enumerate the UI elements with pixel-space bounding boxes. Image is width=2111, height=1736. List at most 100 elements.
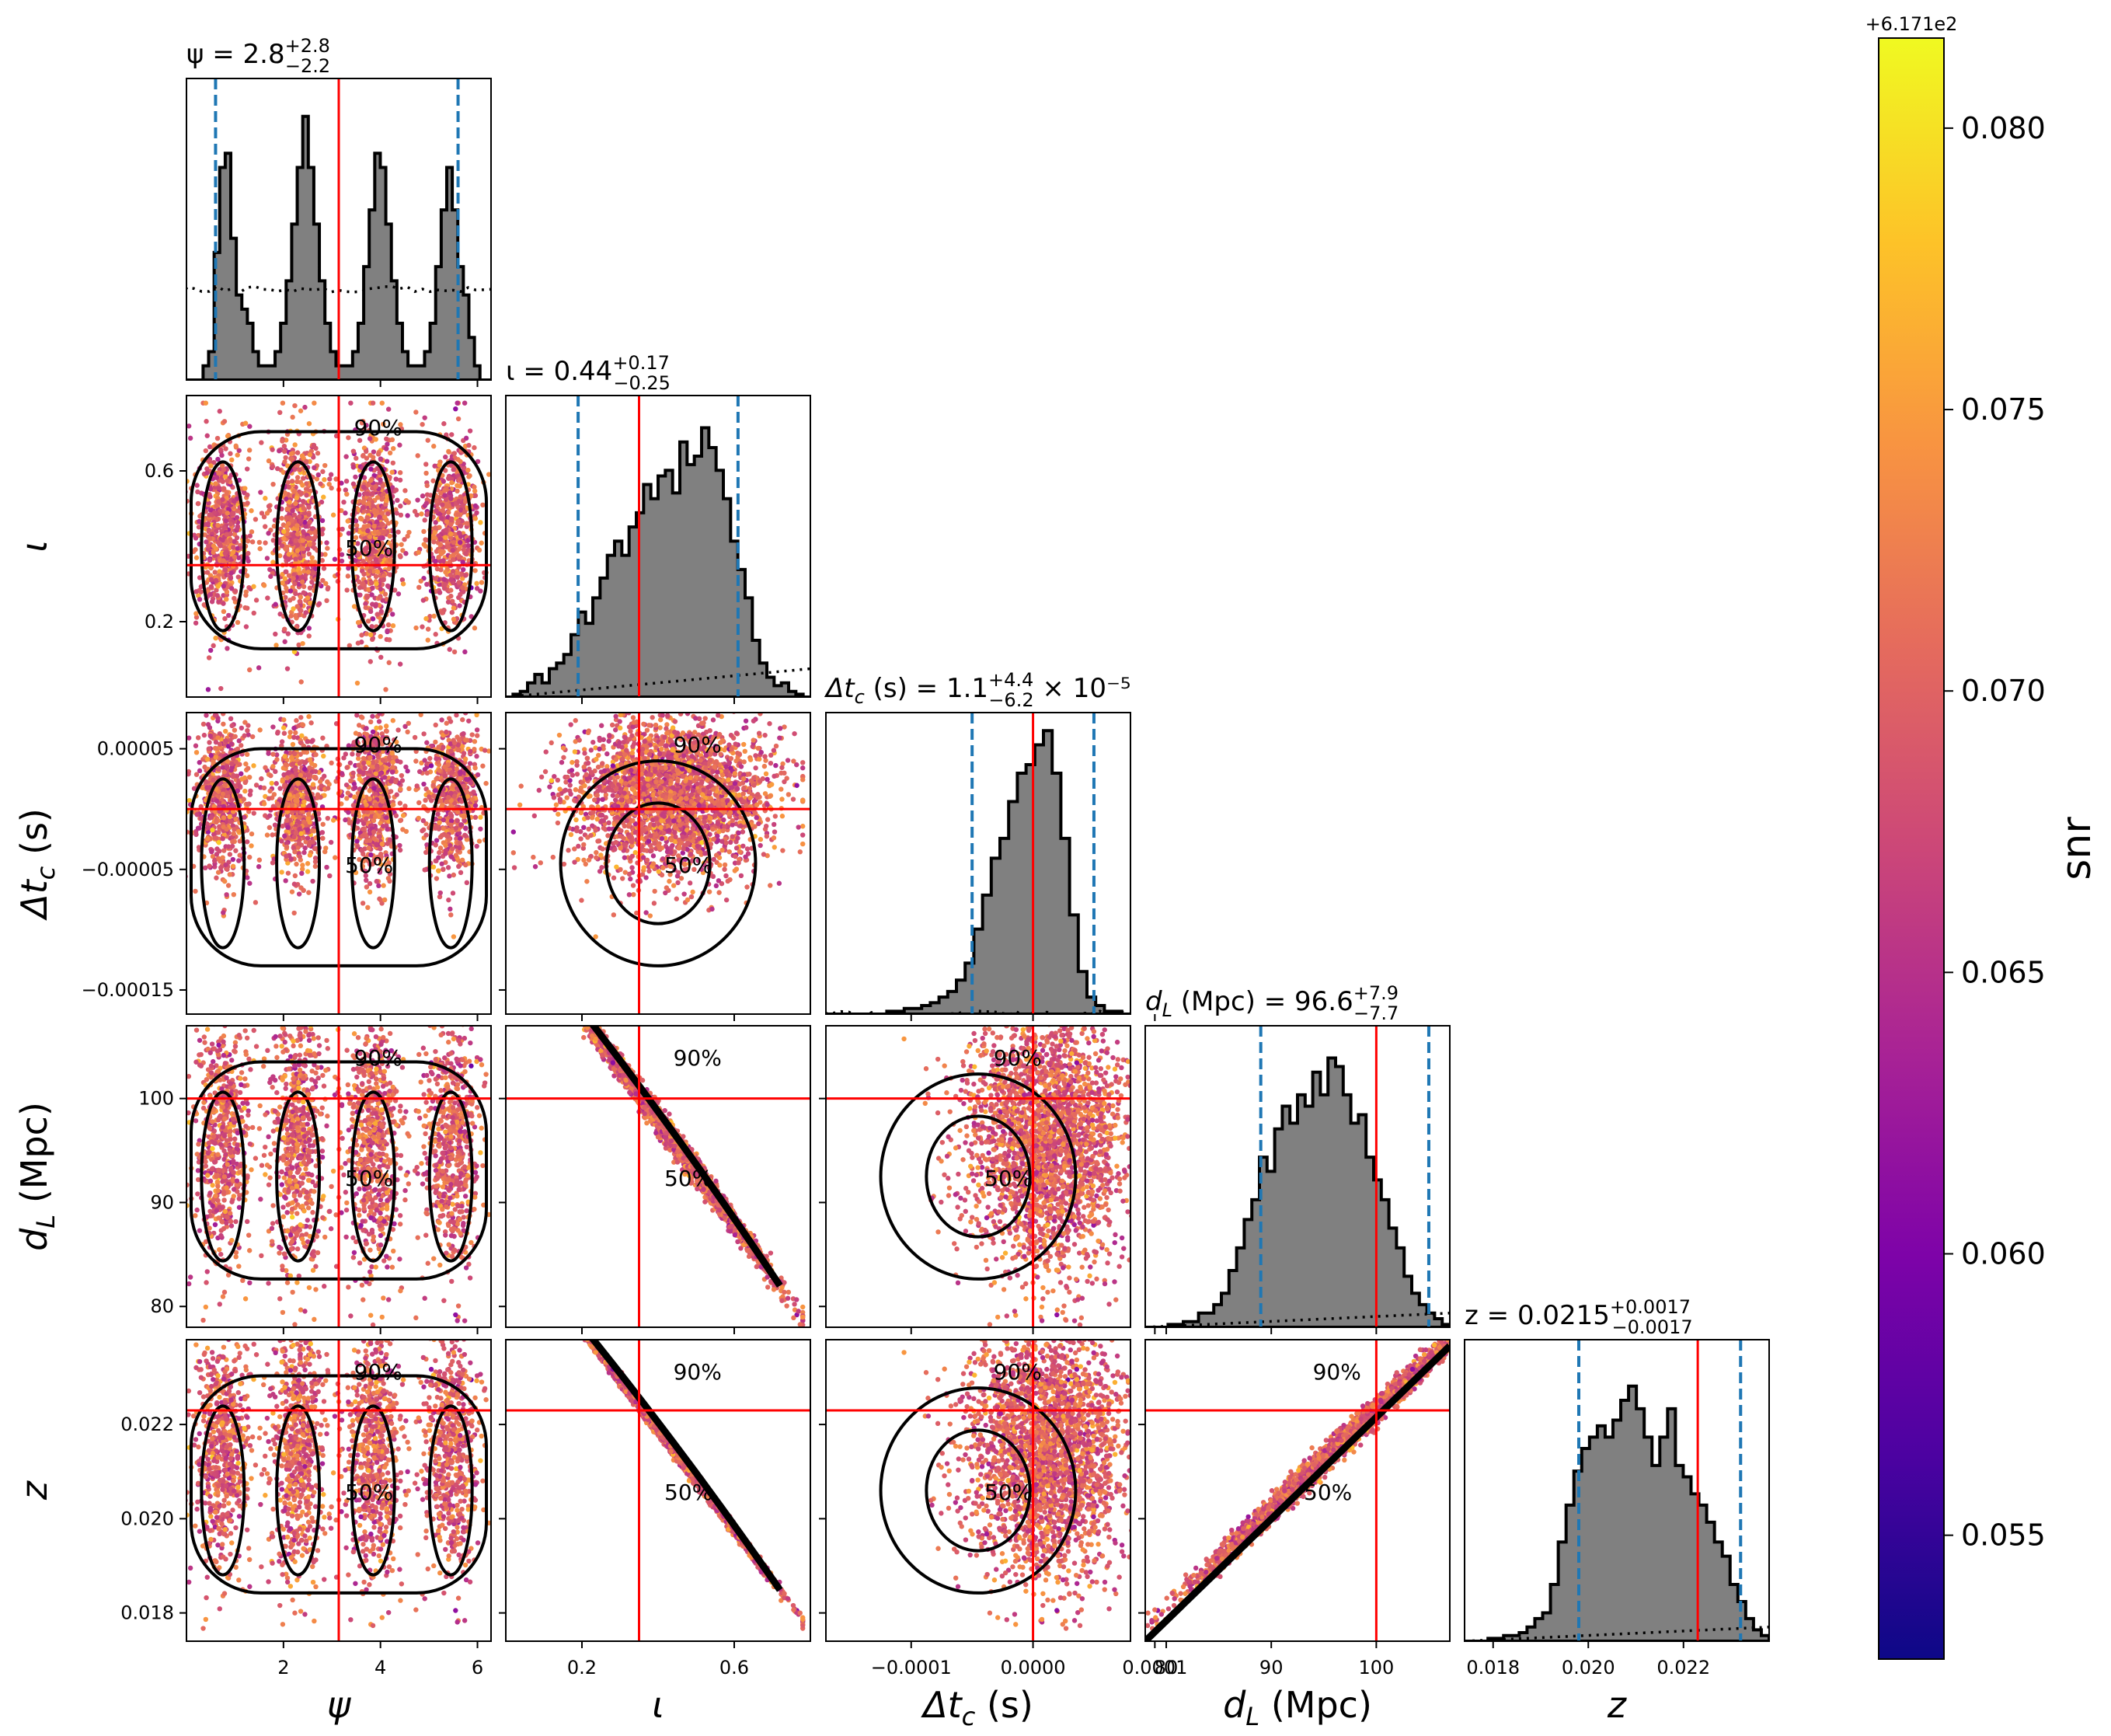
scatter-point bbox=[282, 490, 288, 496]
scatter-point bbox=[324, 864, 329, 870]
scatter-point bbox=[187, 435, 193, 441]
scatter-point bbox=[461, 566, 466, 573]
scatter-point bbox=[387, 837, 392, 842]
scatter-point bbox=[423, 797, 428, 804]
scatter-point bbox=[280, 400, 286, 406]
scatter-point bbox=[455, 512, 461, 518]
scatter-point bbox=[287, 598, 293, 603]
scatter-point bbox=[212, 713, 218, 718]
scatter-point bbox=[207, 458, 212, 464]
scatter-point bbox=[348, 400, 354, 406]
scatter-point bbox=[297, 467, 303, 472]
scatter-point bbox=[351, 604, 357, 609]
scatter-point bbox=[431, 539, 437, 545]
scatter-point bbox=[208, 752, 214, 758]
scatter-point bbox=[364, 594, 370, 601]
scatter-point bbox=[385, 826, 390, 832]
scatter-point bbox=[304, 481, 309, 486]
scatter-point bbox=[472, 765, 478, 771]
scatter-point bbox=[301, 529, 306, 535]
scatter-point bbox=[307, 820, 312, 825]
scatter-point bbox=[450, 557, 456, 563]
scatter-point bbox=[287, 730, 293, 735]
scatter-point bbox=[305, 861, 311, 866]
scatter-point bbox=[444, 519, 450, 525]
scatter-point bbox=[224, 892, 229, 898]
scatter-point bbox=[243, 624, 249, 629]
scatter-point bbox=[235, 619, 241, 626]
scatter-point bbox=[282, 783, 287, 788]
scatter-point bbox=[312, 400, 317, 406]
scatter-point bbox=[220, 835, 225, 842]
scatter-point bbox=[291, 576, 296, 581]
scatter-point bbox=[421, 731, 427, 737]
scatter-point bbox=[483, 780, 489, 786]
scatter-point bbox=[303, 559, 308, 565]
scatter-point bbox=[394, 511, 399, 516]
scatter-point bbox=[446, 476, 451, 481]
scatter-point bbox=[385, 876, 392, 881]
scatter-point bbox=[475, 458, 481, 465]
scatter-point bbox=[217, 409, 222, 414]
scatter-point bbox=[397, 817, 403, 824]
scatter-point bbox=[398, 786, 403, 792]
scatter-point bbox=[312, 566, 319, 572]
scatter-point bbox=[193, 831, 199, 838]
scatter-point bbox=[451, 649, 458, 655]
scatter-point bbox=[434, 756, 439, 762]
scatter-point bbox=[274, 757, 280, 762]
scatter-point bbox=[421, 528, 427, 535]
scatter-point bbox=[439, 832, 445, 838]
scatter-point bbox=[374, 542, 380, 549]
scatter-point bbox=[351, 781, 357, 787]
scatter-point bbox=[341, 755, 347, 761]
scatter-point bbox=[306, 551, 312, 557]
scatter-point bbox=[201, 601, 207, 608]
scatter-point bbox=[321, 566, 327, 571]
scatter-point bbox=[299, 490, 305, 496]
scatter-point bbox=[468, 780, 473, 786]
scatter-point bbox=[197, 597, 203, 602]
scatter-point bbox=[301, 590, 306, 595]
scatter-point bbox=[233, 848, 239, 853]
scatter-point bbox=[284, 666, 291, 671]
scatter-point bbox=[242, 733, 247, 738]
scatter-point bbox=[365, 500, 371, 507]
scatter-point bbox=[193, 615, 200, 620]
scatter-point bbox=[211, 643, 216, 649]
scatter-point bbox=[363, 605, 368, 611]
scatter-point bbox=[377, 828, 382, 834]
scatter-point bbox=[479, 580, 485, 585]
scatter-point bbox=[294, 479, 300, 485]
scatter-point bbox=[325, 546, 330, 551]
scatter-point bbox=[296, 642, 301, 648]
scatter-point bbox=[203, 448, 209, 454]
scatter-point bbox=[264, 511, 270, 516]
scatter-point bbox=[424, 581, 430, 587]
scatter-point bbox=[458, 769, 463, 775]
scatter-point bbox=[451, 605, 457, 611]
scatter-point bbox=[325, 586, 331, 592]
scatter-point bbox=[215, 540, 221, 546]
scatter-point bbox=[354, 838, 360, 844]
scatter-point bbox=[256, 539, 263, 546]
scatter-point bbox=[228, 451, 233, 456]
scatter-point bbox=[281, 833, 287, 839]
scatter-point bbox=[373, 771, 378, 777]
scatter-point bbox=[432, 535, 437, 541]
scatter-point bbox=[234, 535, 240, 541]
scatter-point bbox=[359, 516, 364, 522]
scatter-point bbox=[378, 477, 383, 483]
scatter-point bbox=[446, 897, 451, 903]
scatter-point bbox=[282, 754, 287, 759]
scatter-point bbox=[448, 518, 454, 524]
scatter-point bbox=[197, 518, 202, 525]
scatter-point bbox=[323, 580, 329, 587]
scatter-point bbox=[294, 861, 299, 867]
scatter-point bbox=[444, 544, 450, 550]
scatter-point bbox=[437, 706, 442, 711]
scatter-point bbox=[449, 609, 455, 615]
scatter-point bbox=[472, 444, 477, 451]
scatter-point bbox=[256, 665, 262, 671]
scatter-point bbox=[380, 492, 386, 497]
